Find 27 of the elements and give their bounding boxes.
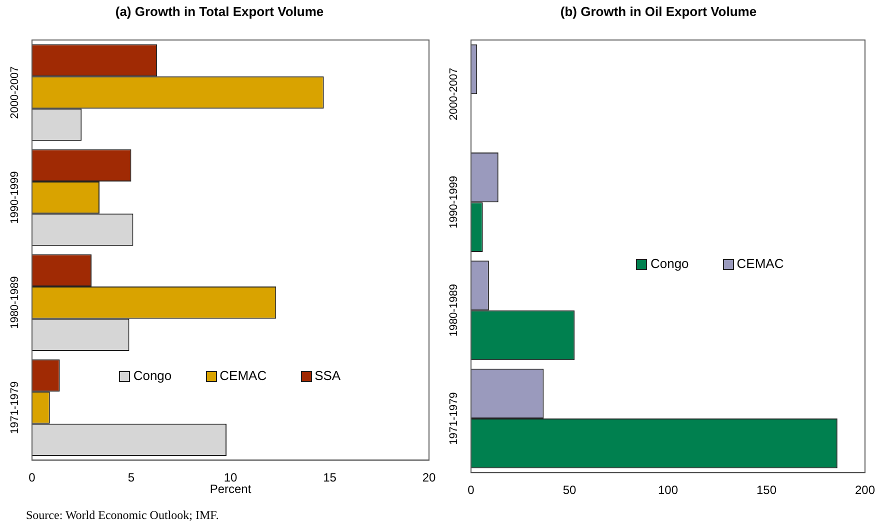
y-tick-label: 2000-2007 xyxy=(9,66,22,119)
x-tick-label: 15 xyxy=(323,470,337,485)
x-tick-label: 100 xyxy=(658,483,678,498)
y-tick-label: 2000-2007 xyxy=(448,68,460,120)
x-tick-label: 0 xyxy=(28,470,36,485)
x-tick-label: 20 xyxy=(422,470,436,485)
x-tick-label: 5 xyxy=(128,470,135,485)
source-note: Source: World Economic Outlook; IMF. xyxy=(26,508,219,523)
x-tick-label: 50 xyxy=(562,483,576,498)
y-tick-label: 1971-1979 xyxy=(9,381,22,434)
x-tick-label: 200 xyxy=(854,483,876,498)
y-tick-label: 1980-1989 xyxy=(448,284,460,337)
legend-label: CEMAC xyxy=(220,368,267,383)
chart-title: (b) Growth in Oil Export Volume xyxy=(559,4,758,19)
y-tick-label: 1990-1999 xyxy=(9,171,22,224)
x-axis-title: Percent xyxy=(210,482,252,496)
x-tick-label: 150 xyxy=(756,483,777,498)
legend-label: Congo xyxy=(650,256,689,272)
x-tick-label: 0 xyxy=(468,483,475,498)
x-tick-label: 10 xyxy=(224,470,238,485)
chart-title: (a) Growth in Total Export Volume xyxy=(114,4,325,19)
legend-label: Congo xyxy=(133,368,172,383)
y-tick-label: 1980-1989 xyxy=(9,276,22,329)
y-tick-label: 1990-1999 xyxy=(448,176,460,229)
legend-label: SSA xyxy=(314,368,341,383)
y-tick-label: 1971-1979 xyxy=(448,392,460,445)
legend-label: CEMAC xyxy=(736,256,784,272)
